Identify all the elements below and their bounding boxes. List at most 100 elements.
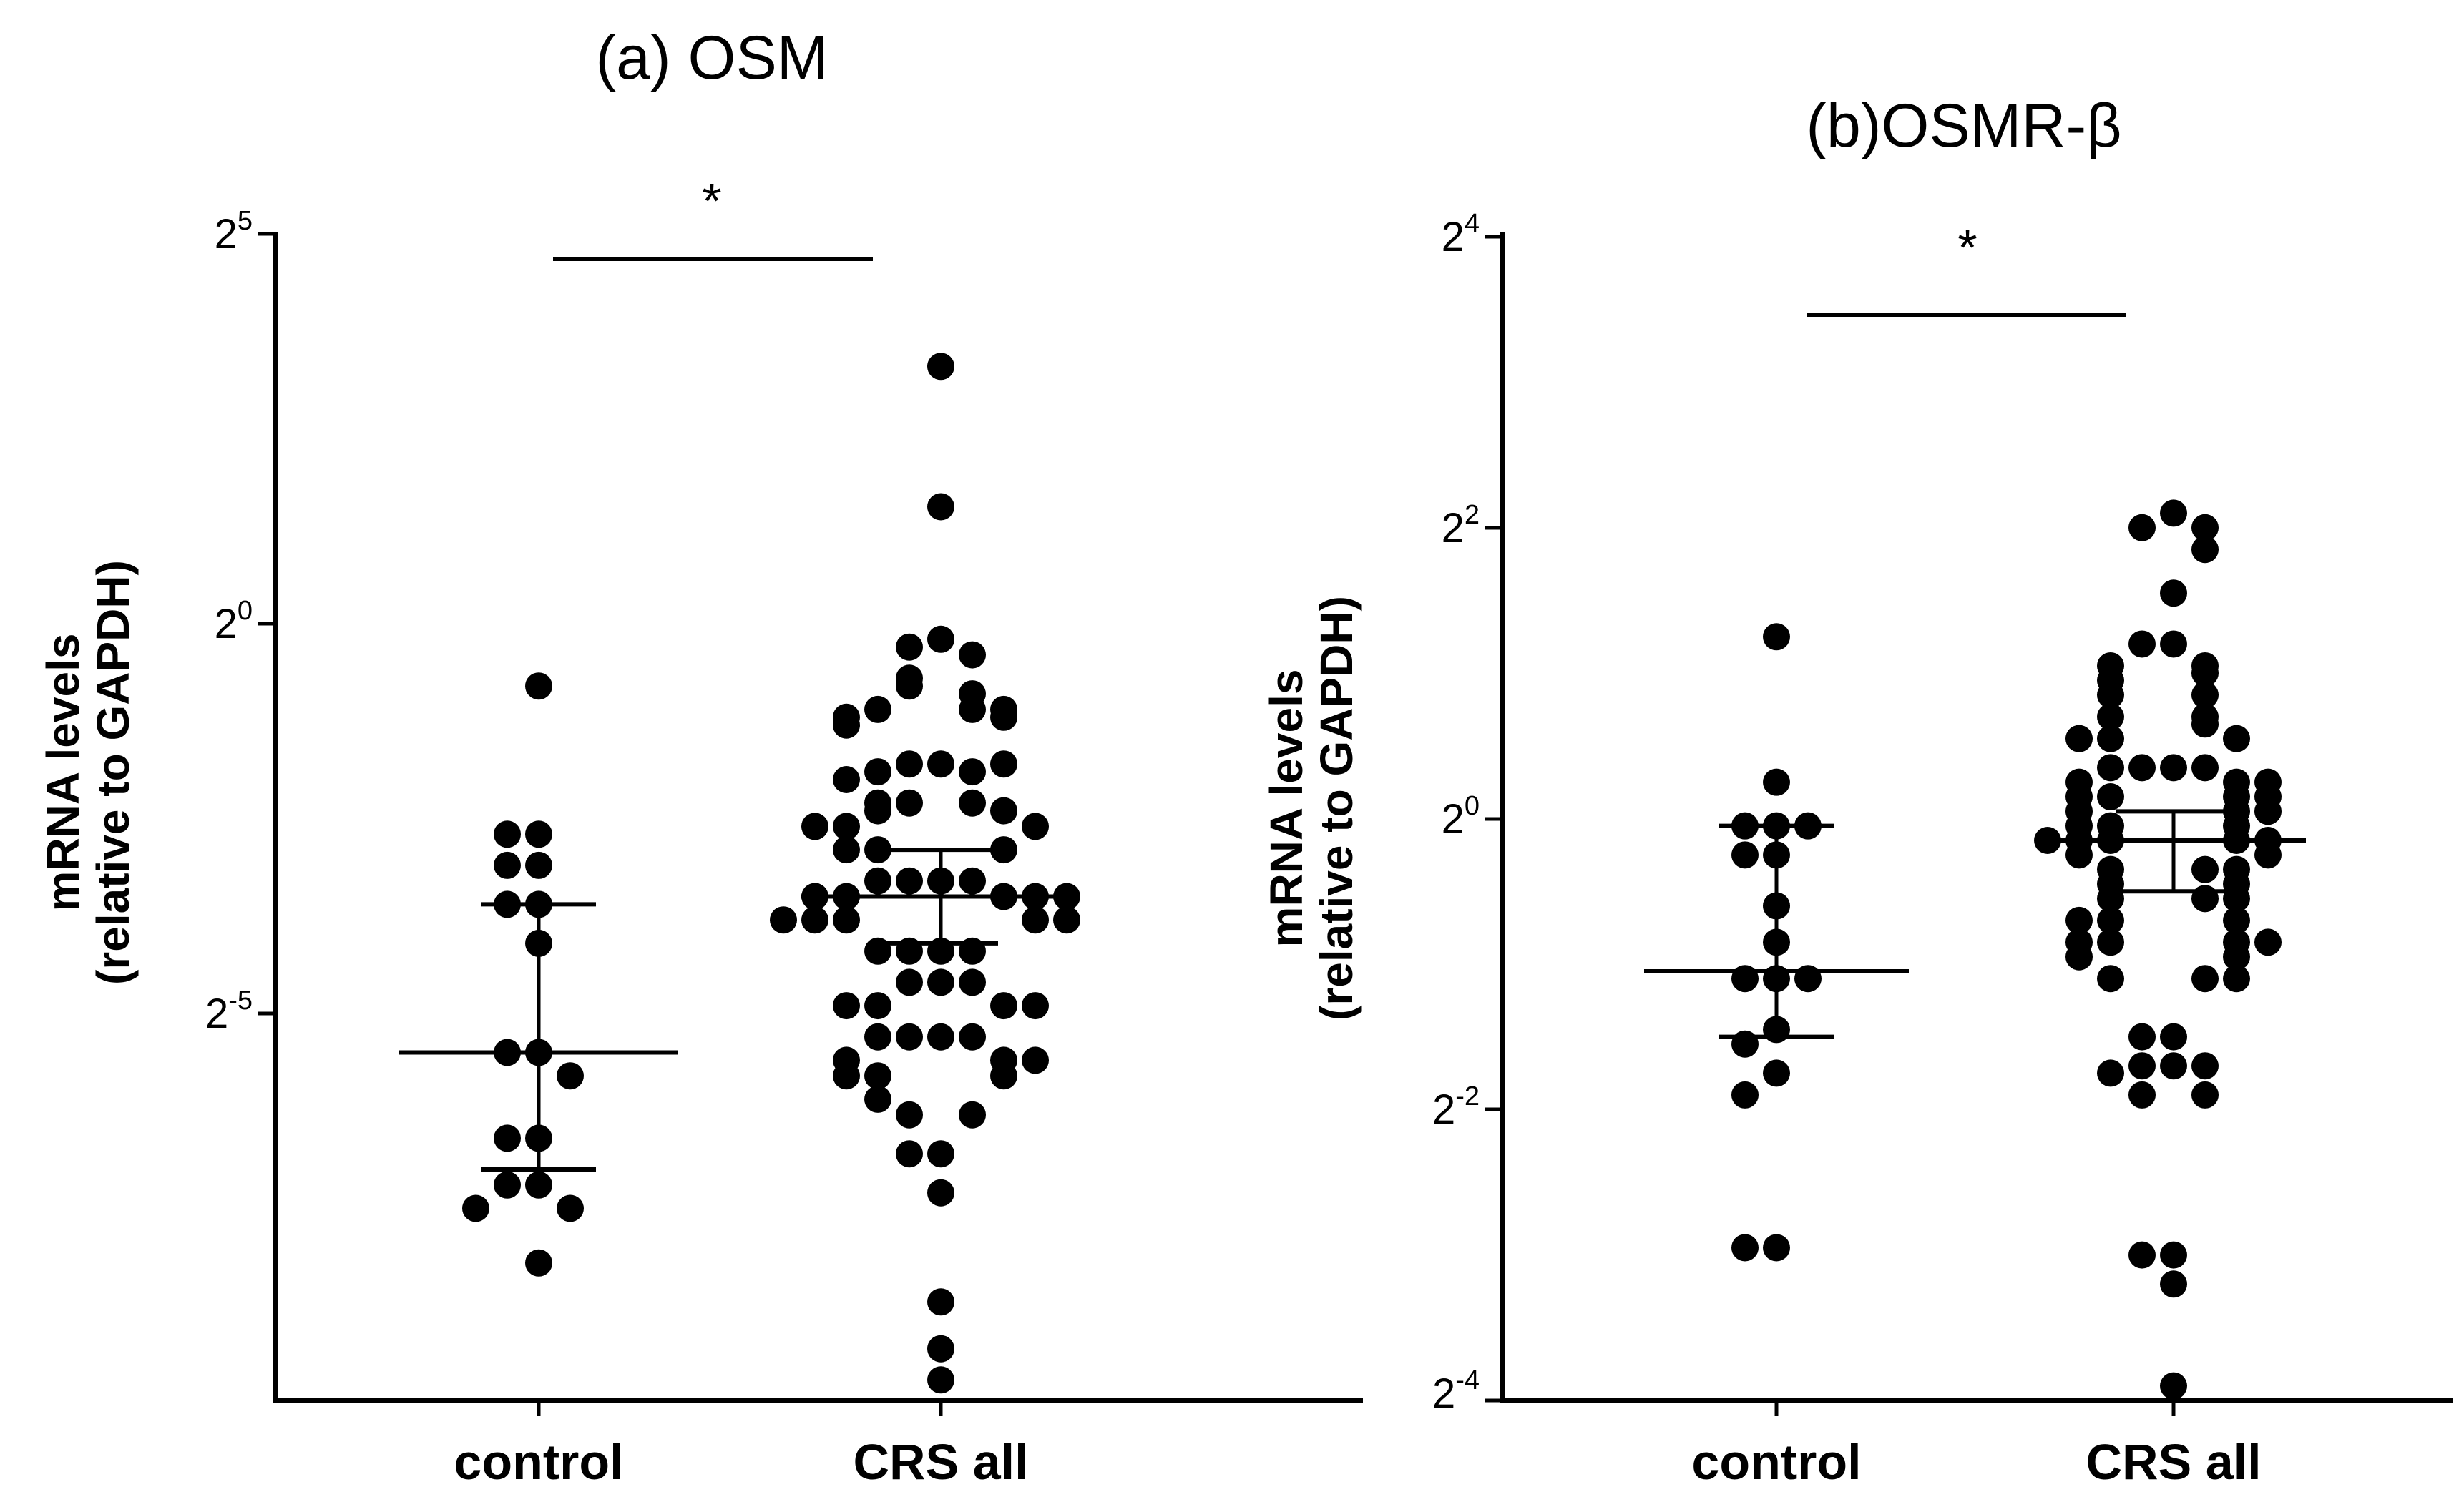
panel-b-crs-all-point (2160, 754, 2187, 782)
panel-b-ytick-label-0: 24 (1442, 209, 1480, 260)
panel-a-crs-all-point (927, 750, 954, 778)
panel-b-crs-all-point (2065, 841, 2093, 869)
panel-a-crs-all-point (896, 1023, 923, 1051)
panel-a-crs-all-point (833, 992, 860, 1020)
panel-b-crs-all-point (2128, 1241, 2156, 1269)
panel-b-crs-all-point (2223, 965, 2250, 993)
panel-a-crs-all-point (896, 633, 923, 661)
panel-a-crs-all-point (833, 906, 860, 934)
panel-a-crs-all-point (990, 750, 1017, 778)
panel-a-crs-all-point (1022, 992, 1049, 1020)
panel-b-crs-all-point (2097, 725, 2124, 752)
panel-a-ylabel-line2: (relative to GAPDH) (87, 560, 139, 985)
panel-b-crs-all-point (2065, 725, 2093, 752)
panel-a-crs-all-point (833, 813, 860, 840)
panel-b-significance-star: * (1957, 220, 1977, 275)
panel-b-control-point (1763, 768, 1790, 796)
panel-b-crs-all-point (2128, 514, 2156, 541)
panel-b-crs-all-point (2065, 906, 2093, 934)
panel-a-crs-all-point (959, 695, 986, 723)
panel-b-control-point (1731, 1234, 1759, 1262)
panel-b-crs-all-point (2160, 499, 2187, 527)
panel-a-crs-all-point (833, 1062, 860, 1090)
panel-b-xtick-label-crs-all: CRS all (2086, 1434, 2261, 1490)
panel-b-crs-all-point (2254, 928, 2282, 956)
panel-a-crs-all-point (896, 1101, 923, 1129)
panel-a-crs-all-point (1022, 1046, 1049, 1074)
panel-b-crs-all-point (2128, 754, 2156, 782)
panel-a-crs-all-point (864, 758, 891, 786)
panel-a-crs-all-point (990, 992, 1017, 1020)
panel-a-ytick-label-0: 25 (215, 206, 253, 257)
panel-a-control-point (462, 1194, 489, 1222)
panel-b-crs-all-point (2128, 1023, 2156, 1051)
panel-a-crs-all-point (864, 797, 891, 825)
panel-a-crs-all-point (896, 789, 923, 817)
panel-b-crs-all-point (2128, 630, 2156, 658)
panel-a-crs-all-point (896, 867, 923, 895)
panel-a-crs-all-point (801, 813, 828, 840)
panel-b-crs-all-point (2223, 906, 2250, 934)
panel-a-crs-all-point (990, 703, 1017, 731)
panel-a-crs-all-point (833, 766, 860, 793)
panel-a-crs-all-point (896, 672, 923, 700)
panel-a-ytick-label-2: 2-5 (205, 986, 253, 1037)
panel-b-crs-all-point (2223, 725, 2250, 752)
panel-b-title: (b)OSMR-β (1806, 92, 2121, 160)
panel-a-crs-all-point (927, 625, 954, 653)
panel-a-crs-all-point (770, 906, 797, 934)
panel-a-crs-all-point (959, 789, 986, 817)
panel-a-crs-all-point (927, 1335, 954, 1363)
panel-b-control-point (1731, 841, 1759, 869)
panel-a-crs-all-point (927, 968, 954, 996)
panel-b-crs-all-point (2191, 1081, 2219, 1109)
panel-b-crs-all-point (2191, 514, 2219, 541)
panel-a: (a) OSM mRNA levels (relative to GAPDH) … (37, 24, 1363, 1490)
panel-a-crs-all-point (833, 711, 860, 739)
panel-a-control-point (525, 672, 552, 700)
panel-a-crs-all-point (927, 1140, 954, 1168)
panel-a-control-point (525, 851, 552, 879)
panel-b-crs-all-point (2097, 782, 2124, 810)
panel-b-control-point (1763, 1234, 1790, 1262)
panel-a-crs-all-point (959, 641, 986, 669)
panel-a-control-point (525, 1171, 552, 1199)
panel-a-crs-all-point (864, 836, 891, 864)
panel-b-control-point (1794, 965, 1822, 993)
panel-b-ytick-label-1: 22 (1442, 500, 1480, 551)
panel-a-control-point (494, 820, 521, 848)
panel-a-crs-all-point (896, 968, 923, 996)
panel-b: (b)OSMR-β mRNA levels (relative to GAPDH… (1261, 92, 2453, 1490)
panel-b-crs-all-point (2128, 1081, 2156, 1109)
panel-b-crs-all-point (2191, 885, 2219, 913)
panel-a-crs-all-point (959, 758, 986, 786)
panel-a-crs-all-point (896, 1140, 923, 1168)
panel-b-crs-all-point (2097, 754, 2124, 782)
panel-a-control-point (525, 1249, 552, 1277)
panel-b-crs-all-point (2097, 681, 2124, 709)
panel-b-crs-all-point (2191, 536, 2219, 564)
panel-b-control-point (1731, 1081, 1759, 1109)
panel-b-crs-all-point (2160, 1241, 2187, 1269)
panel-b-control-point (1731, 1030, 1759, 1058)
panel-b-crs-all-point (2160, 1052, 2187, 1080)
panel-a-significance-star: * (702, 173, 721, 229)
panel-a-crs-all-point (990, 1062, 1017, 1090)
panel-a-crs-all-point (927, 1366, 954, 1394)
panel-a-crs-all-point (927, 493, 954, 521)
panel-b-crs-all-point (2128, 1052, 2156, 1080)
panel-b-data-marks (1644, 499, 2306, 1400)
panel-b-ylabel-line1: mRNA levels (1261, 669, 1312, 948)
panel-b-control-point (1763, 1059, 1790, 1087)
panel-a-crs-all-point (864, 867, 891, 895)
panel-b-crs-all-point (2097, 965, 2124, 993)
panel-b-crs-all-point (2191, 965, 2219, 993)
panel-a-control-point (557, 1194, 584, 1222)
panel-b-crs-all-point (2160, 630, 2187, 658)
panel-b-crs-all-point (2191, 1052, 2219, 1080)
panel-b-crs-all-point (2160, 1372, 2187, 1400)
panel-b-crs-all-point (2191, 659, 2219, 687)
panel-b-crs-all-point (2097, 1059, 2124, 1087)
panel-b-ytick-label-4: 2-4 (1432, 1365, 1480, 1417)
panel-a-crs-all-point (927, 1288, 954, 1316)
